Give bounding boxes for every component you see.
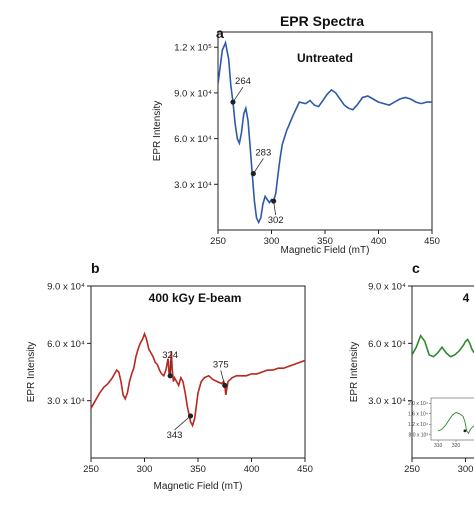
a-annotation-marker (250, 171, 256, 177)
a-annotation-marker (230, 99, 236, 105)
inset-y-tick-label: 1.6 x 10⁴ (408, 412, 428, 418)
c-y-tick-label: 6.0 x 10⁴ (368, 339, 406, 350)
panel-b-x-axis-label: Magnetic Field (mT) (154, 481, 243, 492)
panel-a-letter: a (216, 25, 224, 41)
a-y-tick-label: 9.0 x 10⁴ (174, 88, 212, 99)
panel-c-partial: c 4 250 300 3.0 x 10⁴ 6.0 x 10⁴ 9.0 x 10⁴ EP… (349, 260, 474, 475)
panel-a-series-line (218, 39, 432, 225)
b-annotation-label: 343 (167, 430, 183, 441)
b-annotation-label: 324 (162, 350, 178, 361)
b-x-tick-label: 400 (244, 464, 260, 475)
inset-x-tick-label: 310 (434, 443, 443, 449)
panel-a-series-title: Untreated (297, 51, 353, 65)
a-y-tick-label: 3.0 x 10⁴ (174, 180, 212, 191)
figure-title: EPR Spectra (280, 13, 364, 29)
panel-b-series-title: 400 kGy E-beam (149, 291, 242, 305)
c-x-tick-label: 300 (458, 464, 474, 475)
b-annotation-leader (174, 415, 191, 431)
panel-c-inset: 2.0 x 10⁴ 1.6 x 10⁴ 1.2 x 10⁴ 8.0 x 10³ 310 3… (408, 397, 474, 449)
c-y-tick-label: 9.0 x 10⁴ (368, 282, 406, 293)
a-y-tick-label: 1.2 x 10⁵ (174, 43, 212, 54)
a-annotation-label: 302 (268, 215, 284, 226)
b-y-tick-label: 3.0 x 10⁴ (47, 396, 85, 407)
c-y-tick-label: 3.0 x 10⁴ (368, 396, 406, 407)
panel-b-letter: b (91, 260, 100, 276)
b-y-tick-label: 9.0 x 10⁴ (47, 282, 85, 293)
b-x-tick-label: 450 (297, 464, 313, 475)
inset-y-tick-label: 1.2 x 10⁴ (408, 422, 428, 428)
panel-b-400kgy-ebeam: b 400 kGy E-beam 250 300 350 400 450 3.0 x 10… (26, 260, 313, 492)
inset-y-tick-label: 2.0 x 10⁴ (408, 401, 428, 407)
c-x-tick-label: 250 (404, 464, 420, 475)
b-annotation-marker (187, 413, 194, 419)
panel-b-plot-frame (90, 285, 306, 459)
a-x-tick-label: 400 (371, 236, 387, 247)
a-annotation-label: 283 (255, 148, 271, 159)
a-annotation-leader (252, 158, 264, 174)
panel-b-y-axis-label: EPR Intensity (26, 342, 37, 403)
a-annotation-marker (271, 198, 277, 204)
a-x-tick-label: 350 (317, 236, 333, 247)
panel-a-y-axis-label: EPR Intensity (152, 101, 163, 162)
a-annotation-leader (232, 86, 244, 103)
panel-c-series-title: 4 (463, 291, 470, 305)
panel-c-series-line (412, 334, 474, 358)
b-x-tick-label: 350 (190, 464, 206, 475)
b-annotation-marker (167, 373, 173, 379)
b-x-tick-label: 250 (83, 464, 99, 475)
panel-c-letter: c (412, 260, 420, 276)
a-x-tick-label: 450 (424, 236, 440, 247)
panel-a-x-axis-label: Magnetic Field (mT) (281, 245, 370, 256)
inset-x-tick-label: 320 (452, 443, 461, 449)
panel-a-untreated: a Untreated 250 300 350 400 450 3.0 x 10⁴ 6.0 … (152, 25, 440, 256)
b-x-tick-label: 300 (137, 464, 153, 475)
a-x-tick-label: 300 (264, 236, 280, 247)
panel-c-inset-frame (430, 397, 474, 441)
b-annotation-marker (222, 382, 228, 388)
inset-annotation-marker (463, 429, 467, 433)
b-y-tick-label: 6.0 x 10⁴ (47, 339, 85, 350)
inset-y-tick-label: 8.0 x 10³ (409, 433, 429, 439)
panel-c-inset-line (437, 411, 474, 435)
b-annotation-label: 375 (213, 359, 229, 370)
a-annotation-label: 264 (235, 76, 251, 87)
panel-b-series-line (91, 331, 305, 428)
a-x-tick-label: 250 (210, 236, 226, 247)
panel-c-y-axis-label: EPR Intensity (349, 342, 360, 403)
a-y-tick-label: 6.0 x 10⁴ (174, 134, 212, 145)
